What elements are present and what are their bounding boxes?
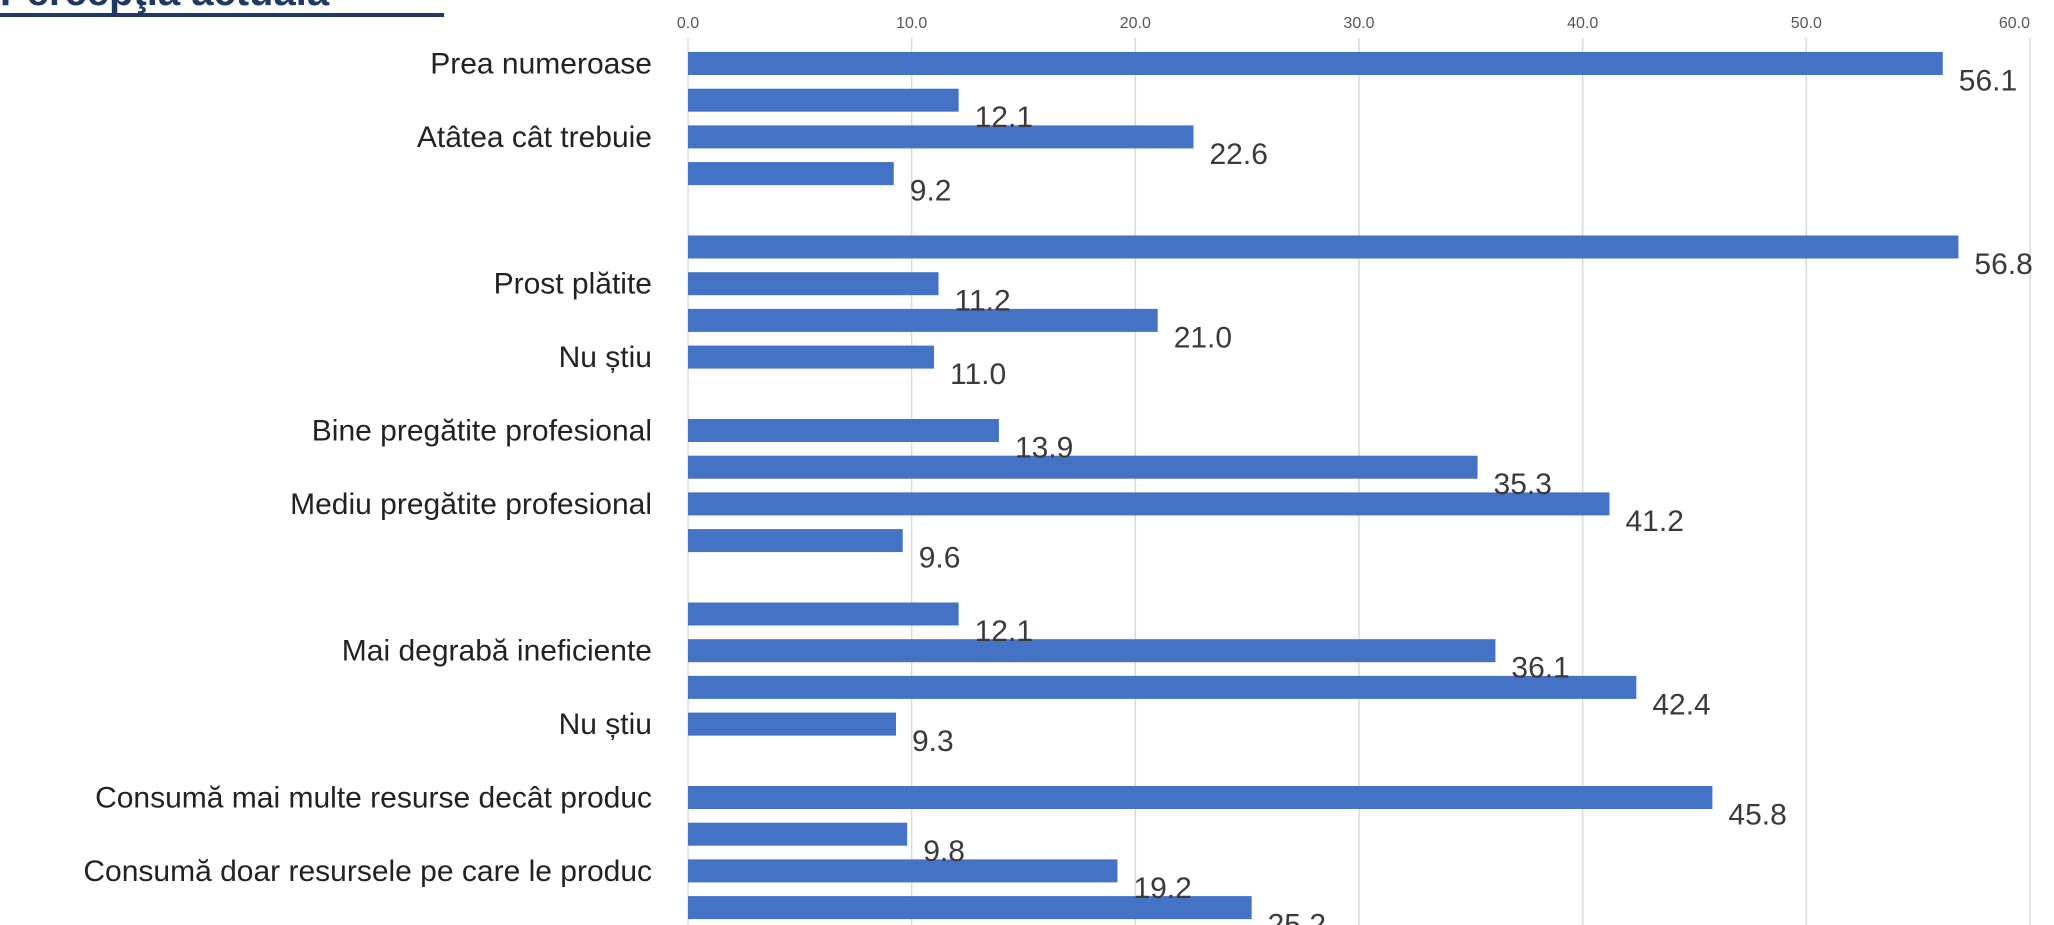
category-label: Consumă doar resursele pe care le produc <box>83 855 652 888</box>
x-tick-label: 40.0 <box>1567 15 1598 32</box>
bar <box>688 602 959 626</box>
data-label: 11.0 <box>950 358 1006 391</box>
data-labels: 56.1 12.1 22.6 9.2 56.8 11.2 21.0 11.0 13.9 35.3 4… <box>910 65 2033 925</box>
bars <box>688 52 1959 920</box>
bar <box>688 52 1943 75</box>
bar <box>688 859 1118 883</box>
data-label: 42.4 <box>1652 688 1710 721</box>
category-label: Prea numeroase <box>430 48 652 81</box>
bar <box>688 822 908 846</box>
bar <box>688 455 1478 479</box>
data-label: 13.9 <box>1015 432 1073 465</box>
bar <box>688 786 1713 809</box>
bar <box>688 235 1959 259</box>
data-label: 21.0 <box>1174 321 1232 354</box>
bar <box>688 675 1637 699</box>
data-label: 12.1 <box>975 101 1033 134</box>
bar <box>688 345 935 369</box>
data-label: 36.1 <box>1511 652 1569 685</box>
data-label: 9.8 <box>923 835 965 868</box>
bar <box>688 125 1194 149</box>
data-label: 11.2 <box>955 285 1011 318</box>
category-label: Prost plătite <box>494 268 652 301</box>
data-label: 9.2 <box>910 175 952 208</box>
title-underline <box>0 13 444 17</box>
x-tick-label: 30.0 <box>1343 15 1374 32</box>
data-label: 41.2 <box>1626 505 1684 538</box>
bar <box>688 419 999 442</box>
category-labels: Prea numeroase Atâtea cât trebuie Prost pl… <box>83 48 652 888</box>
gridlines <box>687 38 2031 925</box>
data-label: 9.3 <box>912 725 954 758</box>
category-label: Consumă mai multe resurse decât produc <box>95 782 652 815</box>
category-label: Atâtea cât trebuie <box>417 121 652 154</box>
category-label: Mai degrabă ineficiente <box>342 635 652 668</box>
bar <box>688 896 1252 920</box>
category-label: Nu știu <box>559 708 652 741</box>
data-label: 25.2 <box>1268 909 1326 925</box>
bar <box>688 308 1158 332</box>
data-label: 9.6 <box>919 542 961 575</box>
x-tick-label: 0.0 <box>677 15 699 32</box>
data-label: 35.3 <box>1494 468 1552 501</box>
bar <box>688 639 1496 663</box>
x-tick-label: 10.0 <box>896 15 927 32</box>
x-axis-tick-labels: 0.0 10.0 20.0 30.0 40.0 50.0 60.0 <box>677 15 2030 32</box>
data-label: 19.2 <box>1133 872 1191 905</box>
category-label: Nu știu <box>559 341 652 374</box>
page-title-fragment: Percepţia actuală <box>0 0 440 14</box>
category-label: Mediu pregătite profesional <box>290 488 652 521</box>
data-label: 12.1 <box>975 615 1033 648</box>
data-label: 56.1 <box>1959 65 2017 98</box>
bar <box>688 88 959 112</box>
bar <box>688 272 939 296</box>
data-label: 56.8 <box>1974 248 2032 281</box>
bar <box>688 162 894 186</box>
bar <box>688 492 1610 516</box>
category-label: Bine pregătite profesional <box>312 415 652 448</box>
data-label: 22.6 <box>1209 138 1267 171</box>
x-tick-label: 50.0 <box>1791 15 1822 32</box>
x-tick-label: 60.0 <box>1999 15 2030 32</box>
bar <box>688 712 897 736</box>
bar <box>688 529 903 553</box>
x-tick-label: 20.0 <box>1120 15 1151 32</box>
data-label: 45.8 <box>1728 799 1786 832</box>
